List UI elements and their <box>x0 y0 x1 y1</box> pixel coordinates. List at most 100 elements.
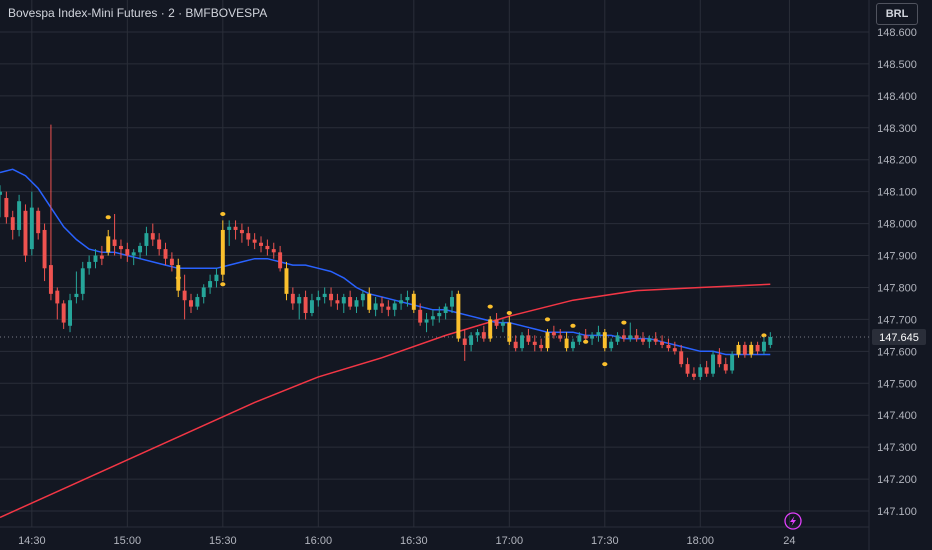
candle-body <box>0 191 2 195</box>
time-tick-label: 15:30 <box>209 535 237 547</box>
price-tick-label: 147.100 <box>877 506 917 518</box>
candle-body <box>68 300 73 326</box>
candle-body <box>380 303 384 307</box>
candle-body <box>182 290 187 301</box>
candle-body <box>87 261 92 269</box>
time-tick-label: 16:30 <box>400 535 428 547</box>
candle-body <box>169 258 174 266</box>
candle-body <box>437 313 442 317</box>
signal-dot <box>487 304 493 309</box>
candle-body <box>271 249 276 253</box>
time-tick-label: 14:30 <box>18 535 46 547</box>
candle-body <box>672 348 677 352</box>
candle-body <box>278 252 283 269</box>
price-tick-label: 147.300 <box>877 442 917 454</box>
candle-body <box>297 297 302 304</box>
time-tick-label: 17:30 <box>591 535 619 547</box>
candle-body <box>74 293 79 298</box>
signal-dots <box>105 211 767 367</box>
candle-body <box>481 332 486 339</box>
time-axis[interactable]: 14:30 15:00 15:30 16:00 16:30 17:00 17:30 18:00… <box>18 535 795 547</box>
candle-body <box>118 245 123 250</box>
candle-body <box>29 207 34 250</box>
candle-body <box>755 344 760 352</box>
signal-dot <box>105 215 111 220</box>
candle-body <box>189 300 193 307</box>
price-axis[interactable]: 147.100 147.200 147.300 147.400 147.500 147.6… <box>877 27 917 518</box>
candle-body <box>405 297 410 301</box>
signal-dot <box>544 317 551 322</box>
candle-body <box>392 303 397 310</box>
candle-body <box>545 332 550 349</box>
signal-dot <box>506 311 512 316</box>
candle-body <box>246 233 251 240</box>
last-price-label: 147.645 <box>879 332 919 344</box>
last-price-tag: 147.645 <box>872 328 926 345</box>
ma-fast-line <box>0 168 771 356</box>
candle-body <box>252 239 257 243</box>
candle-body <box>577 335 582 342</box>
candle-body <box>456 293 461 339</box>
price-tick-label: 148.000 <box>877 219 917 231</box>
candle-body <box>602 332 607 349</box>
candle-body <box>641 338 645 342</box>
candle-body <box>309 300 314 314</box>
signal-dot <box>583 339 589 344</box>
candle-body <box>4 198 9 218</box>
time-tick-label: 16:00 <box>305 535 333 547</box>
candle-body <box>730 354 735 371</box>
time-tick-label: 24 <box>783 535 795 547</box>
price-tick-label: 148.500 <box>877 59 917 71</box>
candle-body <box>259 242 263 246</box>
candle-body <box>335 300 340 304</box>
price-tick-label: 147.700 <box>877 314 917 326</box>
price-tick-label: 148.200 <box>877 155 917 167</box>
time-tick-label: 15:00 <box>114 535 142 547</box>
candle-body <box>411 293 416 310</box>
candle-body <box>233 226 238 230</box>
candle-body <box>201 287 206 298</box>
time-tick-label: 17:00 <box>496 535 524 547</box>
candle-body <box>42 229 47 269</box>
candle-body <box>195 297 200 307</box>
candle-body <box>621 335 626 339</box>
moving-average-slow <box>0 283 771 519</box>
chart-grid <box>0 0 869 527</box>
currency-button[interactable]: BRL <box>876 3 918 25</box>
candle-body <box>685 364 690 374</box>
price-tick-label: 147.800 <box>877 282 917 294</box>
candle-body <box>723 364 728 371</box>
candle-body <box>469 335 474 345</box>
signal-dot <box>220 282 226 287</box>
candle-body <box>513 341 518 349</box>
candle-body <box>443 306 448 314</box>
candle-body <box>125 249 130 256</box>
candle-body <box>316 297 321 301</box>
candle-body <box>768 336 773 345</box>
candle-body <box>761 341 766 352</box>
candle-body <box>150 233 155 240</box>
price-tick-label: 147.900 <box>877 251 917 263</box>
time-tick-label: 18:00 <box>687 535 715 547</box>
lightning-icon[interactable] <box>784 512 802 530</box>
candle-body <box>551 332 556 336</box>
candle-body <box>570 341 575 349</box>
candle-body <box>698 367 703 377</box>
candle-body <box>488 319 493 339</box>
candle-body <box>526 335 531 342</box>
candle-body <box>329 293 334 301</box>
price-tick-label: 148.300 <box>877 123 917 135</box>
candle-body <box>596 332 601 336</box>
candle-body <box>208 281 213 288</box>
candle-body <box>647 338 652 342</box>
candle-body <box>17 201 22 230</box>
signal-dot <box>570 323 576 328</box>
candle-body <box>48 265 53 294</box>
candle-body <box>386 306 391 310</box>
candle-body <box>239 229 244 234</box>
candle-body <box>691 373 696 377</box>
candle-body <box>424 319 429 323</box>
candle-body <box>373 303 378 310</box>
candle-body <box>144 233 149 246</box>
